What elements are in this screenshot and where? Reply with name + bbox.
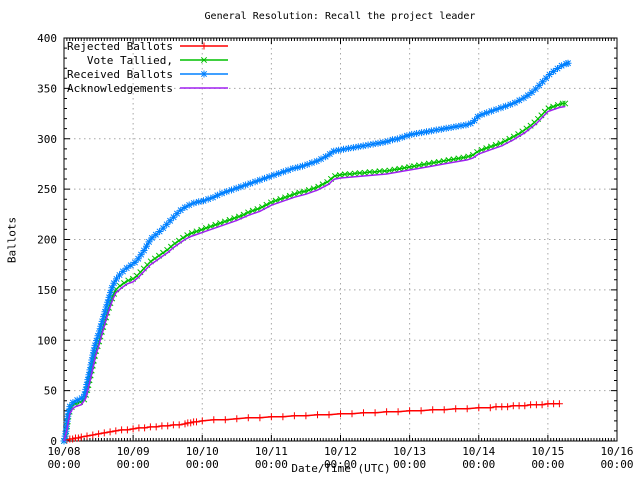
y-tick-label: 50 (44, 385, 57, 398)
legend-label: Received Ballots (67, 68, 173, 81)
x-tick-time: 00:00 (324, 458, 357, 471)
y-tick-labels: 0 50 100 150 200 250 300 350 400 (37, 32, 57, 448)
y-tick-label: 150 (37, 284, 57, 297)
series-received-ballots (60, 59, 572, 445)
legend-label: Acknowledgements (67, 82, 173, 95)
series-vote-tallied (60, 100, 569, 445)
x-tick-time: 00:00 (600, 458, 633, 471)
x-tick-date: 10/08 (47, 445, 80, 458)
y-tick-label: 100 (37, 334, 57, 347)
legend-entry: Acknowledgements (67, 82, 228, 95)
legend-label: Vote Tallied, (87, 54, 173, 67)
y-tick-label: 400 (37, 32, 57, 45)
x-tick-date: 10/09 (117, 445, 150, 458)
chart-title: General Resolution: Recall the project l… (204, 11, 476, 22)
plus-markers (60, 400, 563, 445)
legend-marker-sample (200, 70, 208, 78)
x-tick-date: 10/16 (600, 445, 633, 458)
gridlines (64, 38, 617, 441)
legend-label: Rejected Ballots (67, 40, 173, 53)
x-tick-date: 10/14 (462, 445, 495, 458)
legend-marker-sample (200, 42, 208, 50)
x-tick-date: 10/10 (186, 445, 219, 458)
y-tick-label: 0 (50, 435, 57, 448)
y-tick-label: 300 (37, 133, 57, 146)
legend-marker-sample (200, 56, 208, 64)
series-rejected-ballots (60, 400, 563, 445)
x-tick-date: 10/15 (531, 445, 564, 458)
x-tick-labels: 10/0800:0010/0900:0010/1000:0010/1100:00… (47, 445, 633, 471)
cross-markers (60, 100, 569, 445)
x-tick-time: 00:00 (255, 458, 288, 471)
x-tick-date: 10/13 (393, 445, 426, 458)
y-tick-label: 250 (37, 183, 57, 196)
x-tick-time: 00:00 (117, 458, 150, 471)
x-tick-time: 00:00 (186, 458, 219, 471)
x-tick-time: 00:00 (531, 458, 564, 471)
x-tick-time: 00:00 (393, 458, 426, 471)
legend-entry: Received Ballots (67, 68, 228, 81)
x-axis-label: Date/Time (UTC) (291, 462, 391, 475)
series-acknowledgements (63, 105, 566, 442)
star-markers (60, 59, 572, 445)
x-tick-time: 00:00 (462, 458, 495, 471)
x-tick-time: 00:00 (47, 458, 80, 471)
x-tick-date: 10/11 (255, 445, 288, 458)
legend-entry: Vote Tallied, (87, 54, 228, 67)
x-tick-date: 10/12 (324, 445, 357, 458)
y-tick-label: 200 (37, 234, 57, 247)
y-tick-label: 350 (37, 82, 57, 95)
legend-entry: Rejected Ballots (67, 40, 228, 53)
